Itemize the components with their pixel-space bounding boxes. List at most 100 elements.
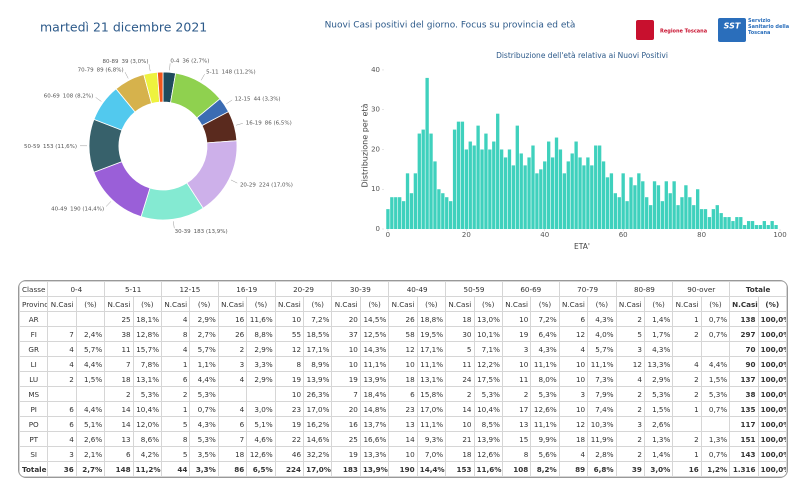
value-cell: 8,6%: [132, 431, 163, 447]
value-cell: 5,1%: [75, 416, 106, 432]
subheader-cell: (%): [416, 296, 447, 312]
value-cell: 7,1%: [473, 341, 503, 357]
province-cell: PO: [19, 416, 49, 432]
logo-mark: SST: [724, 22, 741, 31]
value-cell: 12: [615, 356, 645, 372]
value-cell: [75, 386, 106, 402]
value-cell: 14,4%: [416, 461, 447, 477]
value-cell: 100,0%: [757, 311, 787, 327]
value-cell: 4: [558, 446, 589, 462]
value-cell: 2,4%: [75, 326, 106, 342]
value-cell: 4,3%: [530, 341, 560, 357]
value-cell: 6,8%: [587, 461, 617, 477]
value-cell: 15: [501, 431, 532, 447]
value-cell: 89: [558, 461, 589, 477]
value-cell: 10: [501, 311, 532, 327]
group-header: 20-29: [274, 281, 333, 297]
bar: [594, 145, 598, 229]
value-cell: 6: [47, 401, 77, 417]
value-cell: 14: [388, 431, 418, 447]
value-cell: 2: [217, 341, 248, 357]
value-cell: 0,7%: [700, 326, 731, 342]
bar: [570, 153, 574, 229]
value-cell: 17: [501, 401, 532, 417]
value-cell: 14,5%: [359, 311, 390, 327]
group-header: 40-49: [388, 281, 447, 297]
bar: [641, 181, 645, 229]
bar: [492, 141, 496, 229]
value-cell: 3,5%: [189, 446, 219, 462]
value-cell: 4,0%: [587, 326, 617, 342]
bar: [476, 125, 480, 229]
slice-label: 80-89 39 (3,0%): [102, 59, 148, 65]
value-cell: 11,6%: [473, 461, 503, 477]
bar: [727, 217, 731, 229]
value-cell: 4: [47, 341, 77, 357]
value-cell: 2: [672, 386, 702, 402]
bar: [586, 157, 590, 229]
bar: [472, 145, 476, 229]
province-cell: PI: [19, 401, 49, 417]
slice-value: 224 (17,0%): [259, 182, 293, 188]
value-cell: 2,7%: [75, 461, 106, 477]
value-cell: 2: [615, 386, 645, 402]
value-cell: 22: [274, 431, 305, 447]
bar: [429, 133, 433, 229]
value-cell: 30: [445, 326, 475, 342]
slice-value: 153 (11,6%): [43, 143, 77, 149]
slice-category: 16-19: [246, 120, 262, 126]
value-cell: 3,0%: [246, 401, 276, 417]
value-cell: [672, 341, 702, 357]
value-cell: 12,6%: [530, 401, 560, 417]
subheader-cell: (%): [700, 296, 731, 312]
value-cell: 5: [161, 416, 191, 432]
value-cell: 4: [47, 356, 77, 372]
value-cell: 58: [388, 326, 418, 342]
value-cell: 14: [104, 416, 134, 432]
value-cell: 4,6%: [246, 431, 276, 447]
bar: [707, 217, 712, 229]
logo-text: Regione Toscana: [660, 29, 707, 35]
value-cell: 17,1%: [303, 341, 333, 357]
leader-line: [200, 74, 205, 81]
bar: [605, 177, 610, 229]
table-row: MS 2 5,3% 2 5,3% 10 26,3% 7 18,4% 6 15,8% 2 5,3% 2 5,3…: [19, 386, 787, 402]
group-header: 80-89: [615, 281, 674, 297]
value-cell: 100,0%: [757, 356, 787, 372]
value-cell: 5,6%: [530, 446, 560, 462]
value-cell: 1: [672, 446, 702, 462]
y-tick-label: 10: [371, 185, 380, 193]
y-axis-label: Distribuzione per età: [361, 103, 370, 187]
value-cell: 8: [161, 326, 191, 342]
bar: [456, 121, 461, 229]
page-title: Nuovi Casi positivi del giorno. Focus su…: [325, 21, 576, 31]
value-cell: 25: [331, 431, 361, 447]
value-cell: 8,9%: [303, 356, 333, 372]
bar: [613, 193, 617, 229]
value-cell: 3: [615, 341, 645, 357]
value-cell: 14,6%: [303, 431, 333, 447]
value-cell: 5: [445, 341, 475, 357]
bar: [578, 157, 582, 229]
value-cell: 15,7%: [132, 341, 163, 357]
subheader-cell: (%): [246, 296, 276, 312]
bar: [723, 217, 727, 229]
value-cell: 7,9%: [587, 386, 617, 402]
value-cell: 8,8%: [246, 326, 276, 342]
value-cell: 19: [274, 416, 305, 432]
value-cell: 8: [274, 356, 305, 372]
value-cell: 18: [558, 431, 589, 447]
value-cell: 26: [388, 311, 418, 327]
value-cell: 8,5%: [473, 416, 503, 432]
value-cell: 138: [729, 311, 759, 327]
value-cell: 20: [331, 311, 361, 327]
x-tick-label: 60: [619, 231, 628, 239]
value-cell: 4,2%: [132, 446, 163, 462]
bar: [386, 209, 390, 229]
value-cell: 3: [217, 356, 248, 372]
value-cell: 13,1%: [132, 371, 163, 387]
value-cell: 1,3%: [643, 431, 674, 447]
x-tick-label: 40: [540, 231, 549, 239]
value-cell: 4: [161, 341, 191, 357]
table-row: PT 4 2,6% 13 8,6% 8 5,3% 7 4,6% 22 14,6% 25 16,6% 14 9…: [19, 431, 787, 447]
